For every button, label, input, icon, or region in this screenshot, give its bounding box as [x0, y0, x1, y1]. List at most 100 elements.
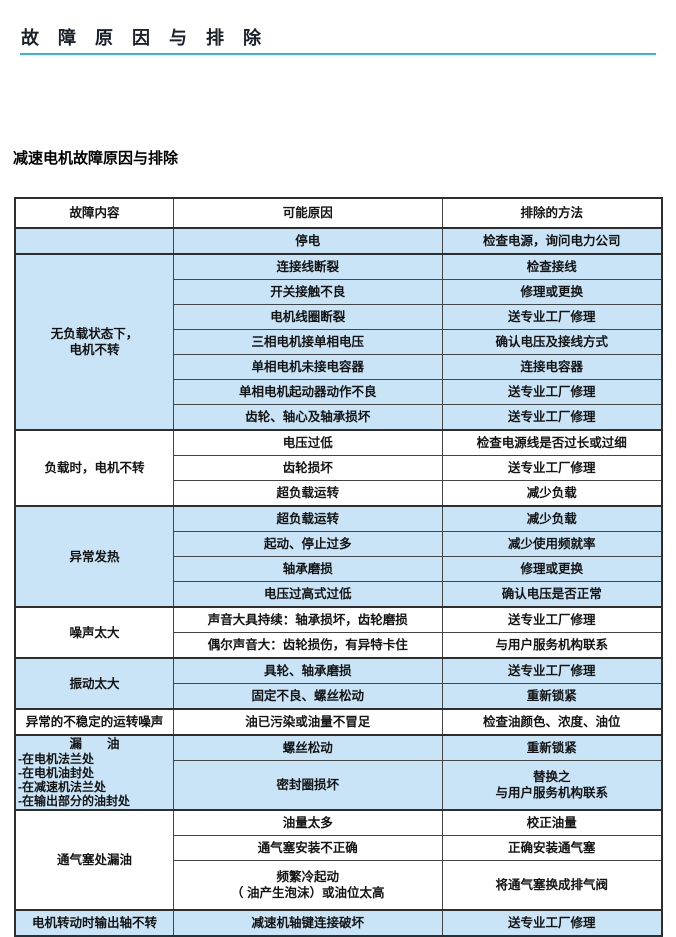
cause-cell: 轴承磨损	[173, 556, 443, 582]
cause-cell: 单相电机起动器动作不良	[173, 379, 443, 405]
cause-cell: 超负载运转	[173, 505, 443, 532]
cause-cell: 偶尔声音大：齿轮损伤，有异特卡住	[173, 632, 443, 659]
header-fault-content: 故障内容	[14, 197, 174, 229]
fault-detail: -在输出部分的油封处	[18, 794, 130, 808]
table-row: 负载时，电机不转 电压过低 检查电源线是否过长或过细	[14, 429, 663, 507]
header-remedy-method: 排除的方法	[441, 197, 663, 229]
fault-cell: 噪声太大	[14, 606, 174, 659]
fault-cell: 振动太大	[14, 657, 174, 710]
remedy-cell: 修理或更换	[441, 556, 663, 582]
remedy-cell: 确认电压是否正常	[441, 581, 663, 608]
header-possible-cause: 可能原因	[173, 197, 443, 229]
table-row: 三相电机接单相电压 确认电压及接线方式	[15, 329, 663, 355]
fault-detail: -在电机油封处	[18, 766, 94, 780]
cause-cell: 密封圈损坏	[173, 760, 443, 811]
cause-cell: 开关接触不良	[173, 279, 443, 305]
remedy-cell: 减少负载	[441, 480, 663, 507]
table-row: 异常发热 超负载运转 减少负载	[14, 505, 663, 608]
troubleshooting-table: 故障内容 可能原因 排除的方法 停电 检查电源，询问电力公司 无负载状态下， 电机不…	[14, 197, 663, 937]
table-row: 无负载状态下， 电机不转 连接线断裂 检查接线	[14, 253, 663, 431]
table-row: 频繁冷起动 （ 油产生泡沫）或油位太高 将通气塞换成排气阀	[15, 860, 663, 911]
remedy-cell: 送专业工厂修理	[441, 404, 663, 431]
remedy-cell: 送专业工厂修理	[441, 657, 663, 684]
cause-cell: 电压过高式过低	[173, 581, 443, 608]
cause-cell: 固定不良、螺丝松动	[173, 683, 443, 710]
remedy-cell: 正确安装通气塞	[441, 835, 663, 861]
table-row: 异常的不稳定的运转噪声 油已污染或油量不冒足 检查油颜色、浓度、油位	[14, 708, 663, 736]
remedy-cell: 检查油颜色、浓度、油位	[441, 708, 663, 736]
cause-cell: 减速机轴键连接破坏	[173, 909, 443, 937]
table-row: 偶尔声音大：齿轮损伤，有异特卡住 与用户服务机构联系	[15, 632, 663, 659]
table-row: 轴承磨损 修理或更换	[15, 556, 663, 582]
table-header-row: 故障内容 可能原因 排除的方法	[14, 197, 663, 229]
fault-cell: 无负载状态下， 电机不转	[14, 253, 174, 431]
table-body: 停电 检查电源，询问电力公司 无负载状态下， 电机不转 连接线断裂 检查接线 开关接触不良…	[14, 227, 663, 937]
remedy-cell: 送专业工厂修理	[441, 455, 663, 481]
cause-cell: 油已污染或油量不冒足	[173, 708, 443, 736]
fault-cell: 异常发热	[14, 505, 174, 608]
table-row: 振动太大 具轮、轴承磨损 送专业工厂修理	[14, 657, 663, 710]
cause-cell: 齿轮、轴心及轴承损坏	[173, 404, 443, 431]
fault-cell	[14, 227, 174, 255]
cause-cell: 三相电机接单相电压	[173, 329, 443, 355]
table-row: 漏 油 -在电机法兰处 -在电机油封处 -在减速机法兰处 -在输出部分的油封处 螺丝松动重…	[14, 734, 663, 811]
table-row: 单相电机未接电容器 连接电容器	[15, 354, 663, 380]
fault-cell: 异常的不稳定的运转噪声	[14, 708, 174, 736]
remedy-cell: 修理或更换	[441, 279, 663, 305]
table-row: 齿轮、轴心及轴承损坏 送专业工厂修理	[15, 404, 663, 431]
table-row: 齿轮损坏 送专业工厂修理	[15, 455, 663, 481]
manual-page: { "page": { "title": "故 障 原 因 与 排 除", "s…	[13, 28, 663, 937]
remedy-cell: 送专业工厂修理	[441, 606, 663, 633]
fault-cell: 负载时，电机不转	[14, 429, 174, 507]
fault-title: 漏 油	[69, 737, 120, 751]
cause-cell: 齿轮损坏	[173, 455, 443, 481]
table-row: 通气塞处漏油 油量太多 校正油量	[14, 809, 663, 911]
remedy-cell: 减少负载	[441, 505, 663, 532]
section-subtitle: 减速电机故障原因与排除	[13, 150, 179, 167]
remedy-cell: 校正油量	[441, 809, 663, 836]
remedy-cell: 减少使用频就率	[441, 531, 663, 557]
fault-detail: -在减速机法兰处	[18, 780, 106, 794]
remedy-cell: 确认电压及接线方式	[441, 329, 663, 355]
cause-cell: 频繁冷起动 （ 油产生泡沫）或油位太高	[173, 860, 443, 911]
cause-cell: 超负载运转	[173, 480, 443, 507]
cause-cell: 螺丝松动	[173, 734, 443, 761]
remedy-cell: 重新锁紧	[441, 683, 663, 710]
remedy-cell: 检查电源线是否过长或过细	[441, 429, 663, 456]
fault-cell: 漏 油 -在电机法兰处 -在电机油封处 -在减速机法兰处 -在输出部分的油封处	[14, 734, 174, 811]
remedy-cell: 连接电容器	[441, 354, 663, 380]
title-underline	[20, 53, 656, 55]
table-row: 单相电机起动器动作不良 送专业工厂修理	[15, 379, 663, 405]
table-row: 开关接触不良 修理或更换	[15, 279, 663, 305]
cause-cell: 停电	[173, 227, 443, 255]
remedy-cell: 送专业工厂修理	[441, 909, 663, 937]
table-row: 停电 检查电源，询问电力公司	[14, 227, 663, 255]
table-row: 电机转动时输出轴不转 减速机轴键连接破坏 送专业工厂修理	[14, 909, 663, 937]
remedy-cell: 重新锁紧	[441, 734, 663, 761]
table-row: 电压过高式过低 确认电压是否正常	[15, 581, 663, 608]
table-row: 噪声太大 声音大具持续：轴承损坏，齿轮磨损 送专业工厂修理	[14, 606, 663, 659]
cause-cell: 电压过低	[173, 429, 443, 456]
remedy-cell: 送专业工厂修理	[441, 379, 663, 405]
cause-cell: 连接线断裂	[173, 253, 443, 280]
cause-cell: 声音大具持续：轴承损坏，齿轮磨损	[173, 606, 443, 633]
fault-detail: -在电机法兰处	[18, 752, 94, 766]
remedy-cell: 将通气塞换成排气阀	[441, 860, 663, 911]
cause-cell: 通气塞安装不正确	[173, 835, 443, 861]
table-row: 固定不良、螺丝松动 重新锁紧	[15, 683, 663, 710]
troubleshooting-table-wrapper: 故障内容 可能原因 排除的方法 停电 检查电源，询问电力公司 无负载状态下， 电机不…	[14, 197, 663, 937]
remedy-cell: 与用户服务机构联系	[441, 632, 663, 659]
table-row: 通气塞安装不正确 正确安装通气塞	[15, 835, 663, 861]
table-row: 超负载运转 减少负载	[15, 480, 663, 507]
fault-cell: 电机转动时输出轴不转	[14, 909, 174, 937]
fault-cell: 通气塞处漏油	[14, 809, 174, 911]
table-row: 密封圈损坏 替换之 与用户服务机构联系	[15, 760, 663, 811]
page-title: 故 障 原 因 与 排 除	[21, 28, 269, 48]
remedy-cell: 送专业工厂修理	[441, 304, 663, 330]
cause-cell: 具轮、轴承磨损	[173, 657, 443, 684]
cause-cell: 电机线圈断裂	[173, 304, 443, 330]
cause-cell: 油量太多	[173, 809, 443, 836]
remedy-cell: 替换之 与用户服务机构联系	[441, 760, 663, 811]
remedy-cell: 检查电源，询问电力公司	[441, 227, 663, 255]
cause-cell: 起动、停止过多	[173, 531, 443, 557]
